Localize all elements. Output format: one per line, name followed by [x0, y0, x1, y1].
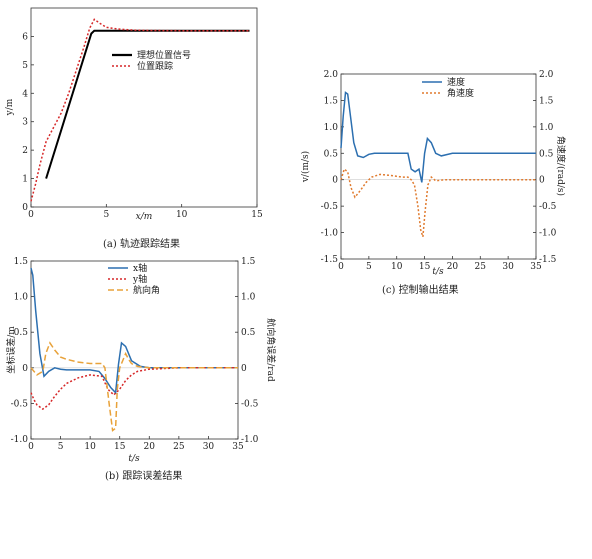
x-tick-label: 15 — [114, 442, 126, 452]
y-axis-label: v/(m/s) — [300, 151, 311, 183]
x-tick-label: 15 — [251, 210, 263, 220]
y-tick-label: 6 — [22, 32, 28, 42]
tracking-error-plot: 0 5 10 15 20 25 30 35-1.0-0.500.51.01.5-1.0-0.5… — [5, 257, 277, 464]
series-line-1 — [30, 18, 250, 202]
x-tick-label: 30 — [203, 442, 215, 452]
y-tick-label: -1.0 — [321, 229, 339, 239]
y-right-tick-label: 0.5 — [539, 149, 554, 159]
x-tick-label: 30 — [502, 262, 514, 272]
y-axis-label: y/m — [5, 98, 15, 116]
y-axis-label: 坐标误差/m — [5, 326, 17, 374]
x-tick-label: 5 — [366, 262, 372, 272]
tracking-error-chart: 0 5 10 15 20 25 30 35 -1.0 -0.5 0 0.5 1.0 1.5 -1.0 -0.5… — [0, 250, 280, 465]
series-line-0 — [30, 267, 238, 395]
y-tick-label: 1.0 — [14, 293, 29, 303]
legend-label-1: 位置跟踪 — [137, 60, 173, 72]
y-tick-label: -1.0 — [11, 435, 29, 445]
y-tick-label: 1 — [22, 175, 28, 185]
y-tick-label: 1.0 — [324, 123, 339, 133]
y-tick-label: 3 — [22, 118, 28, 128]
y-tick-label: 1.5 — [324, 96, 339, 106]
legend-label-1: 角速度 — [447, 87, 474, 99]
y-tick-label: 2 — [22, 146, 28, 156]
x-axis-label: t/s — [432, 267, 444, 277]
series-line-2 — [30, 341, 238, 432]
caption-b: (b) 跟踪误差结果 — [105, 471, 183, 482]
x-tick-label: 10 — [176, 210, 188, 220]
legend-label-0: x轴 — [133, 262, 147, 274]
y-right-tick-label: 1.5 — [539, 96, 554, 106]
x-tick-label: 35 — [530, 262, 542, 272]
y-right-tick-label: 0 — [539, 176, 545, 186]
y-right-tick-label: 0.5 — [241, 328, 256, 338]
y-right-tick-label: 2.0 — [539, 70, 554, 80]
legend-label-0: 理想位置信号 — [137, 49, 191, 61]
x-tick-label: 15 — [419, 262, 431, 272]
y-tick-label: 5 — [22, 61, 28, 71]
x-tick-label: 25 — [173, 442, 185, 452]
y-tick-label: -1.5 — [321, 255, 339, 265]
y-tick-label: 2.0 — [324, 70, 339, 80]
y-tick-label: 0 — [22, 364, 28, 374]
series-line-1 — [340, 167, 536, 238]
y-right-tick-label: -0.5 — [241, 399, 259, 409]
x-tick-label: 25 — [475, 262, 487, 272]
x-tick-label: 20 — [447, 262, 459, 272]
control-output-plot: 0 5 10 15 20 25 30 35-1.5-1.0-0.500.51.01.52.0-… — [300, 70, 567, 277]
caption-c: (c) 控制输出结果 — [382, 285, 459, 296]
y-right-tick-label: 1.0 — [539, 123, 554, 133]
y-right-tick-label: 1.5 — [241, 257, 256, 267]
plot-frame — [30, 260, 239, 440]
y-tick-label: 0 — [22, 203, 28, 213]
y-tick-label: 4 — [22, 89, 28, 99]
x-axis-label: t/s — [128, 454, 140, 464]
legend-label-0: 速度 — [447, 76, 465, 88]
series-line-0 — [340, 91, 536, 183]
y-right-tick-label: -1.5 — [539, 255, 557, 265]
legend-label-1: y轴 — [132, 273, 147, 285]
series-line-1 — [30, 367, 238, 411]
y-right-tick-label: 1.0 — [241, 293, 256, 303]
x-tick-label: 10 — [84, 442, 96, 452]
y-right-tick-label: -1.0 — [539, 229, 557, 239]
y-tick-label: 0.5 — [324, 149, 339, 159]
control-output-chart: 0 5 10 15 20 25 30 35 -1.5 -1.0 -0.5 0 0.5 1.0 1.5 2.0-… — [300, 65, 570, 277]
y-right-axis-label: 航向角误差/rad — [265, 318, 277, 382]
x-tick-label: 0 — [28, 210, 34, 220]
y-right-axis-label: 角速度/(rad/s) — [555, 136, 567, 196]
x-tick-label: 20 — [144, 442, 156, 452]
x-tick-label: 0 — [338, 262, 344, 272]
plot-frame — [340, 73, 537, 260]
y-tick-label: -0.5 — [321, 202, 339, 212]
x-tick-label: 0 — [28, 442, 34, 452]
x-tick-label: 35 — [232, 442, 244, 452]
trajectory-tracking-chart: 0 5 10 15 0 1 2 3 4 5 6 x/m y/m 理想位置信号 位置跟踪 — [0, 0, 280, 225]
x-tick-label: 10 — [391, 262, 403, 272]
y-tick-label: -0.5 — [11, 399, 29, 409]
y-right-tick-label: 0 — [241, 364, 247, 374]
y-tick-label: 1.5 — [14, 257, 29, 267]
plot-frame — [30, 7, 258, 208]
y-right-tick-label: -0.5 — [539, 202, 557, 212]
y-tick-label: 0 — [332, 176, 338, 186]
y-tick-label: 0.5 — [14, 328, 29, 338]
x-axis-label: x/m — [136, 212, 153, 222]
y-right-tick-label: -1.0 — [241, 435, 259, 445]
legend-label-2: 航向角 — [133, 284, 160, 296]
x-tick-label: 5 — [103, 210, 109, 220]
caption-a: (a) 轨迹跟踪结果 — [103, 239, 180, 250]
x-tick-label: 5 — [58, 442, 64, 452]
